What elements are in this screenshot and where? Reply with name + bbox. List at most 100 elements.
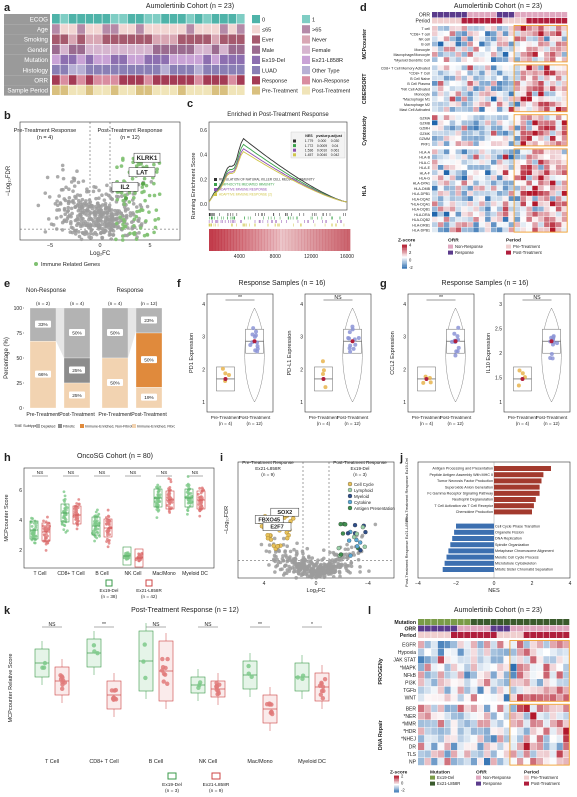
heatmap-cell	[563, 641, 570, 649]
heatmap-cell	[502, 46, 509, 52]
volcano-point	[288, 555, 292, 559]
period-swatch	[506, 250, 511, 255]
heatmap-cell	[485, 26, 491, 31]
heatmap-cell	[532, 141, 538, 146]
volcano-point	[358, 565, 362, 569]
legend-n: (n = 3)	[165, 788, 179, 794]
immune-gene-point	[119, 190, 124, 195]
header-cell	[543, 632, 550, 638]
heatmap-cell	[473, 130, 479, 136]
heatmap-cell	[479, 180, 485, 186]
heatmap-cell	[484, 648, 491, 656]
header-cell	[503, 619, 510, 625]
heatmap-cell	[526, 81, 532, 86]
heatmap-cell	[110, 75, 119, 85]
heatmap-cell	[502, 165, 509, 170]
heatmap-cell	[517, 663, 524, 671]
sample-point	[76, 506, 80, 510]
heatmap-cell	[508, 91, 515, 97]
volcano-point	[46, 217, 51, 221]
sample-point	[198, 514, 202, 518]
term-label: Chemokine Production	[456, 510, 493, 514]
heatmap-cell	[514, 217, 521, 222]
heatmap-cell	[467, 52, 473, 57]
sample-point	[199, 495, 203, 499]
header-cell	[451, 625, 458, 632]
connector	[56, 308, 64, 358]
heatmap-cell	[502, 136, 509, 141]
heatmap-cell	[477, 671, 484, 679]
x-tick: CD8+ T Cell	[57, 571, 84, 577]
heatmap-cell	[470, 671, 477, 679]
volcano-point	[81, 210, 86, 215]
volcano-point	[104, 192, 108, 196]
heatmap-cell	[532, 125, 538, 131]
volcano-point	[309, 560, 314, 564]
sample-point	[187, 491, 190, 495]
heatmap-cell	[526, 217, 532, 222]
right-n: (n = 3)	[353, 472, 367, 477]
volcano-point	[318, 564, 322, 568]
heatmap-cell	[496, 26, 503, 31]
volcano-point	[318, 572, 322, 576]
volcano-point	[89, 228, 94, 233]
header-cell	[536, 632, 543, 638]
heatmap-cell	[563, 712, 570, 720]
heatmap-row-label: *NER	[403, 714, 416, 720]
heatmap-cell	[424, 694, 431, 702]
heatmap-cell	[457, 758, 464, 766]
heatmap-cell	[497, 704, 504, 712]
sample-point	[94, 514, 98, 518]
heatmap-cell	[550, 227, 556, 233]
header-cell	[451, 632, 458, 638]
heatmap-cell	[60, 65, 69, 75]
volcano-point	[343, 547, 348, 552]
heatmap-cell	[538, 149, 544, 155]
x-tick: T Cell	[34, 571, 47, 577]
heatmap-cell	[543, 750, 550, 758]
sample-point	[295, 675, 301, 680]
volcano-point	[100, 193, 104, 198]
sample-point	[30, 516, 33, 520]
heatmap-cell	[491, 57, 497, 62]
heatmap-cell	[451, 712, 458, 720]
sample-point	[348, 343, 353, 348]
heatmap-cell	[538, 206, 544, 212]
heatmap-cell	[437, 41, 444, 47]
group-label: CIBERSORT	[362, 73, 368, 104]
heatmap-cell	[526, 159, 532, 165]
sample-point	[186, 475, 190, 478]
heatmap-cell	[550, 180, 556, 186]
heatmap-cell	[538, 159, 544, 165]
bar-label: 23%	[144, 318, 154, 324]
heatmap-cell	[520, 159, 526, 165]
violin	[342, 307, 363, 403]
heatmap-cell	[444, 727, 451, 735]
sample-point	[105, 537, 109, 541]
heatmap-cell	[443, 46, 450, 52]
table-cell: 1.536	[305, 148, 314, 152]
heatmap-cell	[491, 201, 497, 207]
volcano-point	[58, 201, 63, 205]
legend-label: Ex21-L858R	[136, 588, 162, 593]
sample-point	[220, 366, 225, 371]
x-tick: 4	[263, 581, 266, 587]
heatmap-cell	[514, 180, 521, 186]
heatmap-cell	[538, 26, 544, 31]
heatmap-row-label: GZMK	[420, 132, 431, 136]
heatmap-cell	[502, 201, 509, 207]
legend-swatch	[252, 45, 260, 54]
heatmap-cell	[449, 52, 456, 57]
x-tick: B Cell	[149, 759, 163, 765]
heatmap-cell	[477, 694, 484, 702]
heatmap-row-label: NP	[409, 759, 417, 765]
panel-g: g Response Samples (n = 16) 1 2 3 4 CCL2 Exp…	[380, 278, 577, 448]
heatmap-cell	[479, 65, 485, 71]
heatmap-cell	[449, 46, 456, 52]
heatmap-cell	[555, 180, 562, 186]
heatmap-cell	[228, 34, 237, 44]
volcano-point	[64, 219, 69, 224]
sig-label: **	[258, 622, 262, 628]
